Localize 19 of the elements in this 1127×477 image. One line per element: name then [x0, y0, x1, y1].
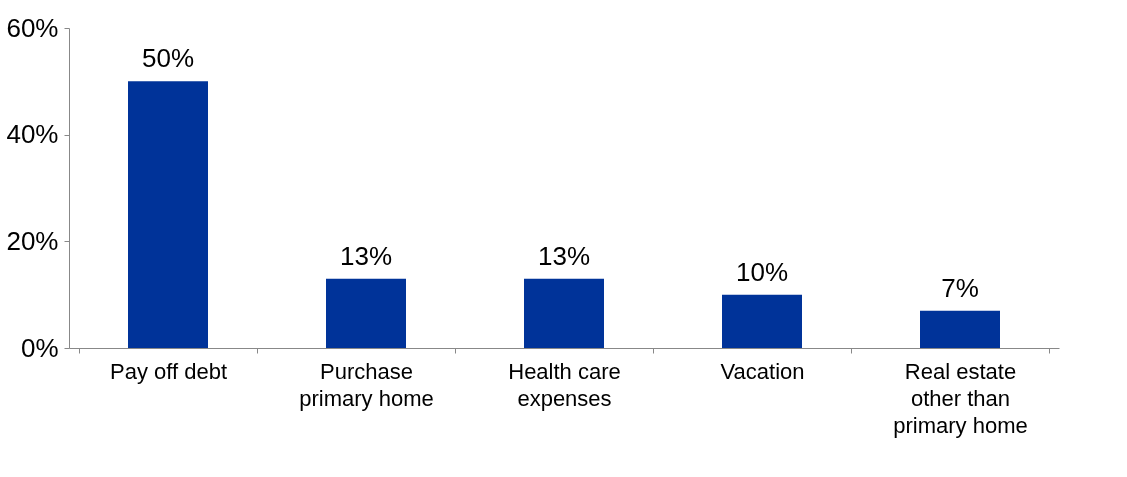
x-tick-label: Purchase primary home	[299, 358, 434, 411]
data-label: 13%	[537, 240, 591, 271]
y-tick-label: 20%	[6, 225, 59, 256]
x-tick-label: Pay off debt	[109, 358, 228, 384]
y-tick-label: 60%	[6, 12, 59, 43]
bar	[920, 310, 1000, 348]
y-tick-label: 40%	[6, 119, 59, 150]
bar	[524, 278, 604, 348]
data-label: 50%	[141, 43, 195, 74]
bar	[722, 294, 802, 348]
x-tick-label: Health care expenses	[508, 358, 621, 411]
x-tick-label: Real estate other than primary home	[893, 358, 1028, 438]
data-label: 7%	[941, 272, 979, 303]
data-label: 13%	[339, 240, 393, 271]
data-label: 10%	[735, 256, 789, 287]
bar	[128, 81, 208, 348]
bar	[326, 278, 406, 348]
y-tick-label: 0%	[20, 332, 59, 363]
x-tick-label: Vacation	[720, 358, 805, 384]
